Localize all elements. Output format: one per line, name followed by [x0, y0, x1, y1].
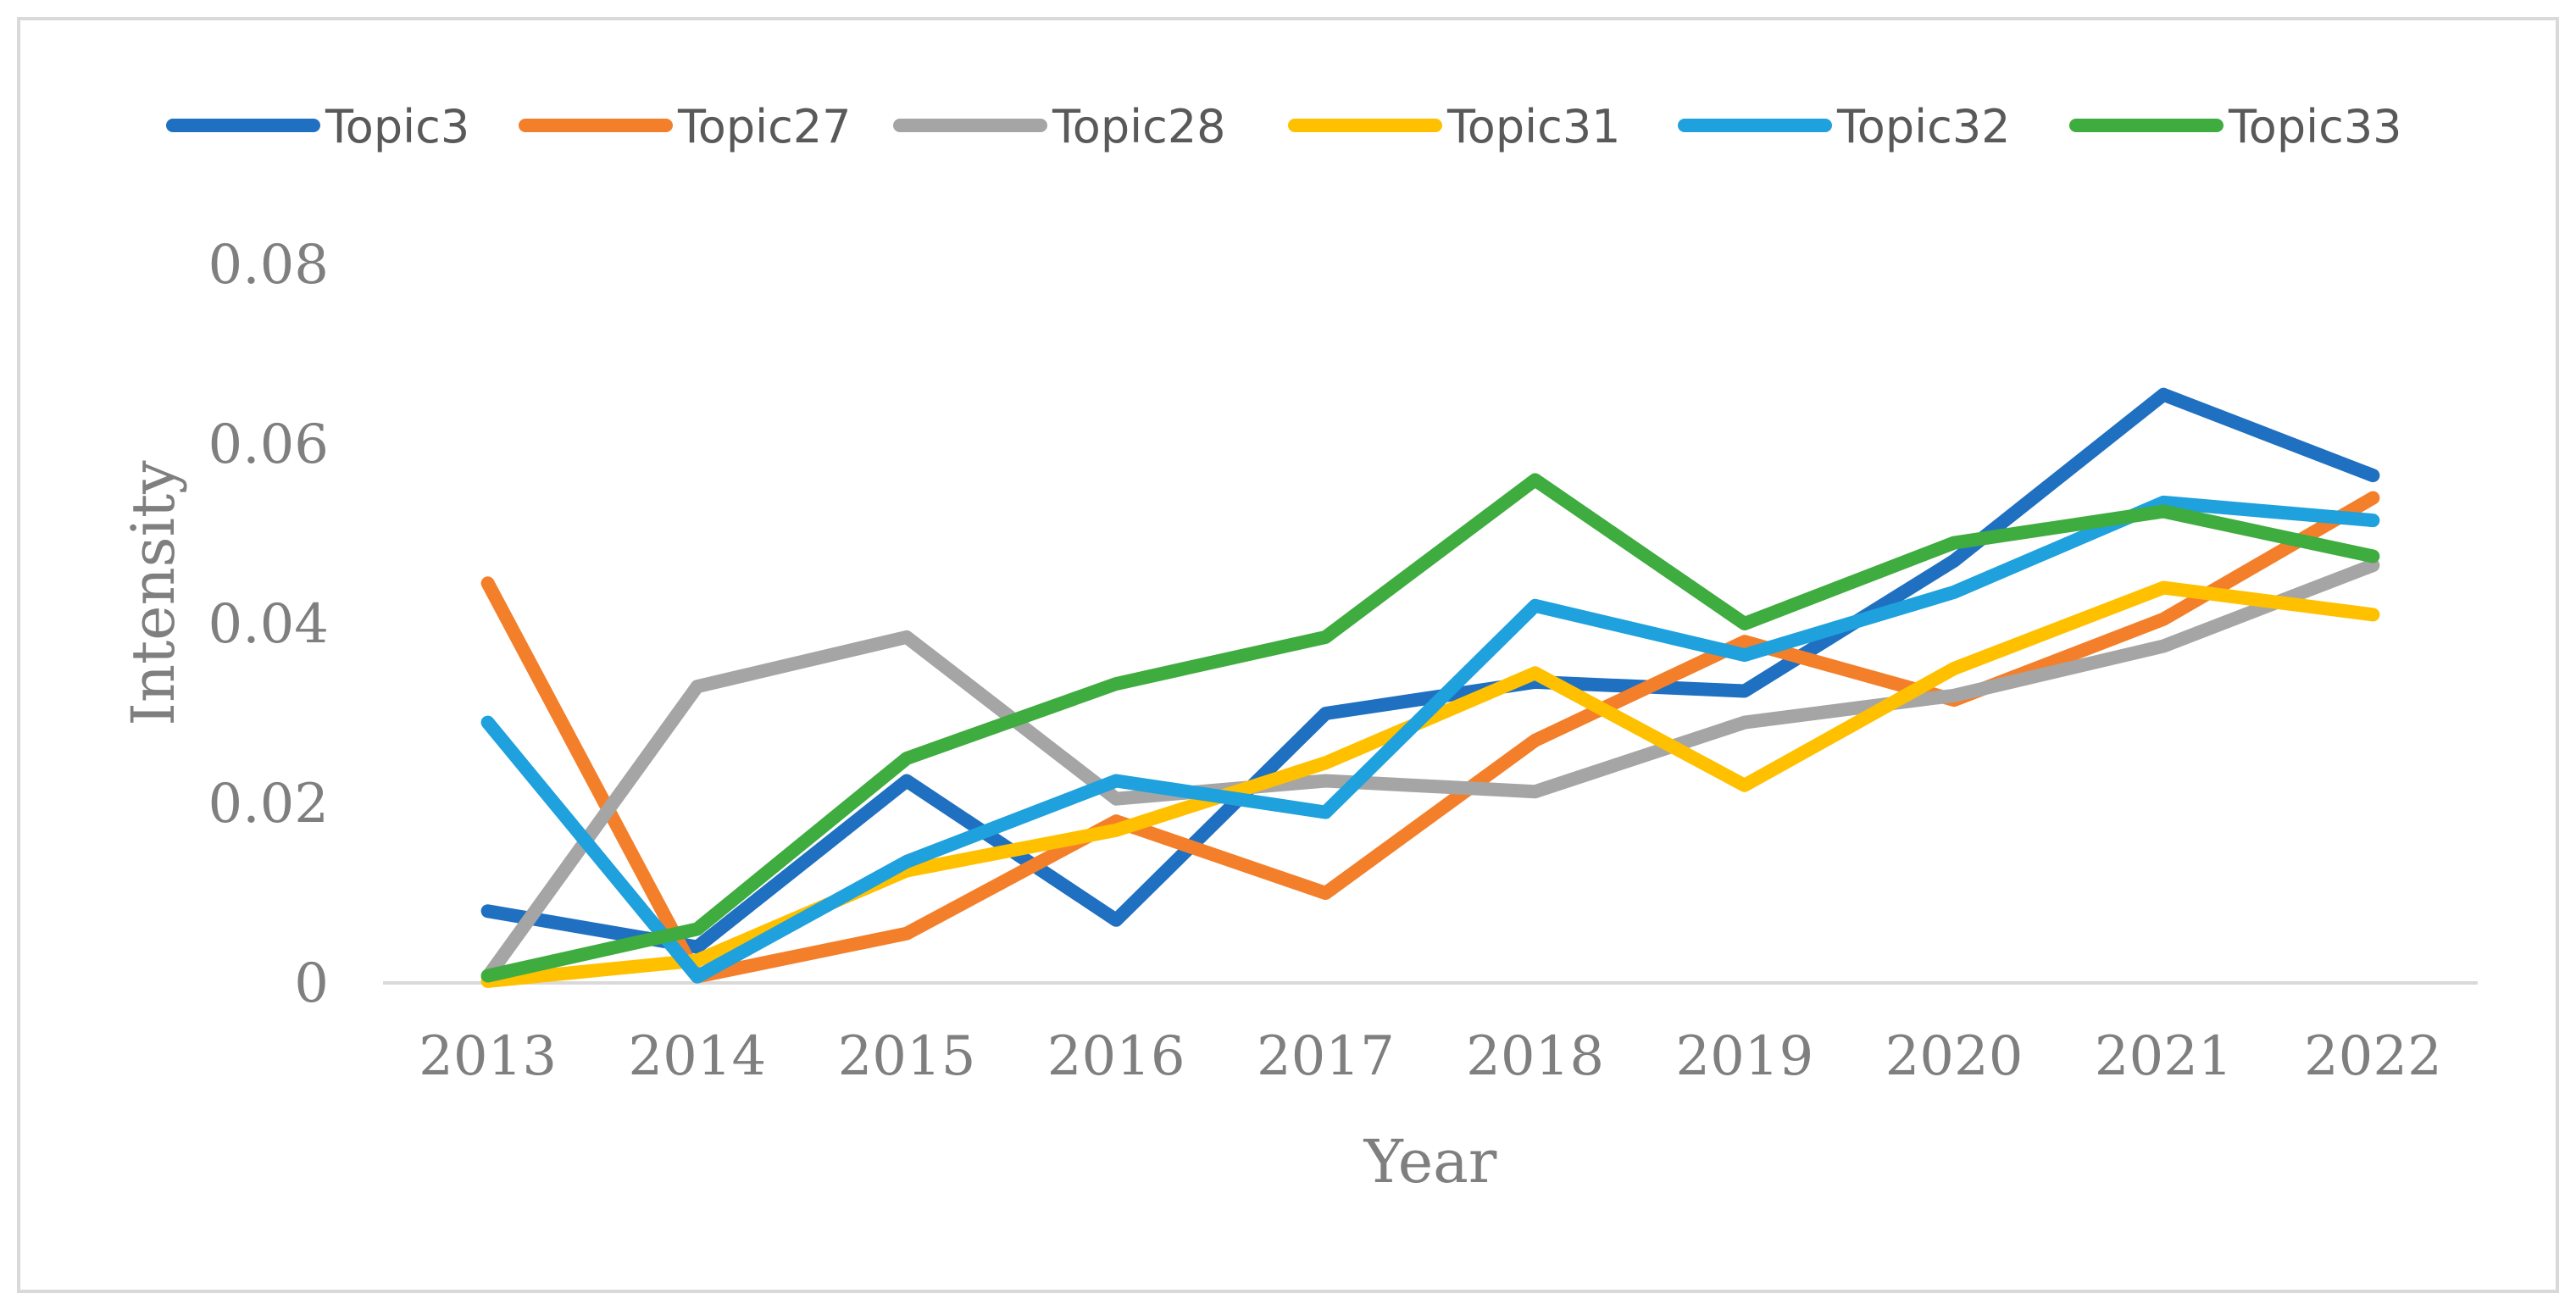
y-tick-label: 0 [294, 952, 329, 1015]
x-tick-label: 2019 [1675, 1025, 1813, 1088]
legend-item-topic33: Topic33 [2069, 100, 2402, 153]
legend-item-topic31: Topic31 [1288, 100, 1621, 153]
series-line-topic32 [480, 495, 2380, 984]
legend-label: Topic27 [677, 100, 852, 153]
x-axis-ticks: 2013 2014 2015 2016 2017 2018 2019 2020 2021 2022 [419, 1025, 2442, 1088]
x-tick-label: 2016 [1047, 1025, 1185, 1088]
x-tick-label: 2021 [2095, 1025, 2233, 1088]
x-tick-label: 2020 [1885, 1025, 2024, 1088]
legend-label: Topic33 [2228, 100, 2402, 153]
series-line-topic27 [480, 491, 2380, 984]
x-tick-label: 2017 [1257, 1025, 1395, 1088]
series-line-topic33 [480, 473, 2380, 983]
legend-label: Topic31 [1446, 100, 1621, 153]
legend-item-topic28: Topic28 [893, 100, 1226, 153]
x-tick-label: 2018 [1466, 1025, 1604, 1088]
legend-item-topic3: Topic3 [166, 100, 469, 153]
x-tick-label: 2013 [419, 1025, 557, 1088]
series-lines [480, 387, 2380, 988]
chart-border [17, 17, 2559, 1293]
legend-item-topic32: Topic32 [1678, 100, 2011, 153]
legend-label: Topic32 [1836, 100, 2011, 153]
series-line-topic3 [480, 387, 2380, 954]
x-tick-label: 2022 [2304, 1025, 2442, 1088]
y-axis-ticks: 0 0.02 0.04 0.06 0.08 [208, 234, 330, 1015]
legend-label: Topic28 [1052, 100, 1226, 153]
x-axis-title: Year [1363, 1127, 1497, 1196]
legend-item-topic27: Topic27 [519, 100, 852, 153]
series-line-topic28 [480, 558, 2380, 984]
x-tick-label: 2015 [838, 1025, 976, 1088]
x-tick-label: 2014 [628, 1025, 766, 1088]
y-tick-label: 0.06 [208, 414, 330, 476]
y-axis-title: Intensity [119, 460, 188, 726]
y-tick-label: 0.08 [208, 234, 330, 297]
y-tick-label: 0.04 [208, 593, 330, 656]
legend: Topic3 Topic27 Topic28 Topic31 Topic32 Topic3… [166, 100, 2402, 153]
y-tick-label: 0.02 [208, 773, 330, 835]
legend-label: Topic3 [325, 100, 469, 153]
